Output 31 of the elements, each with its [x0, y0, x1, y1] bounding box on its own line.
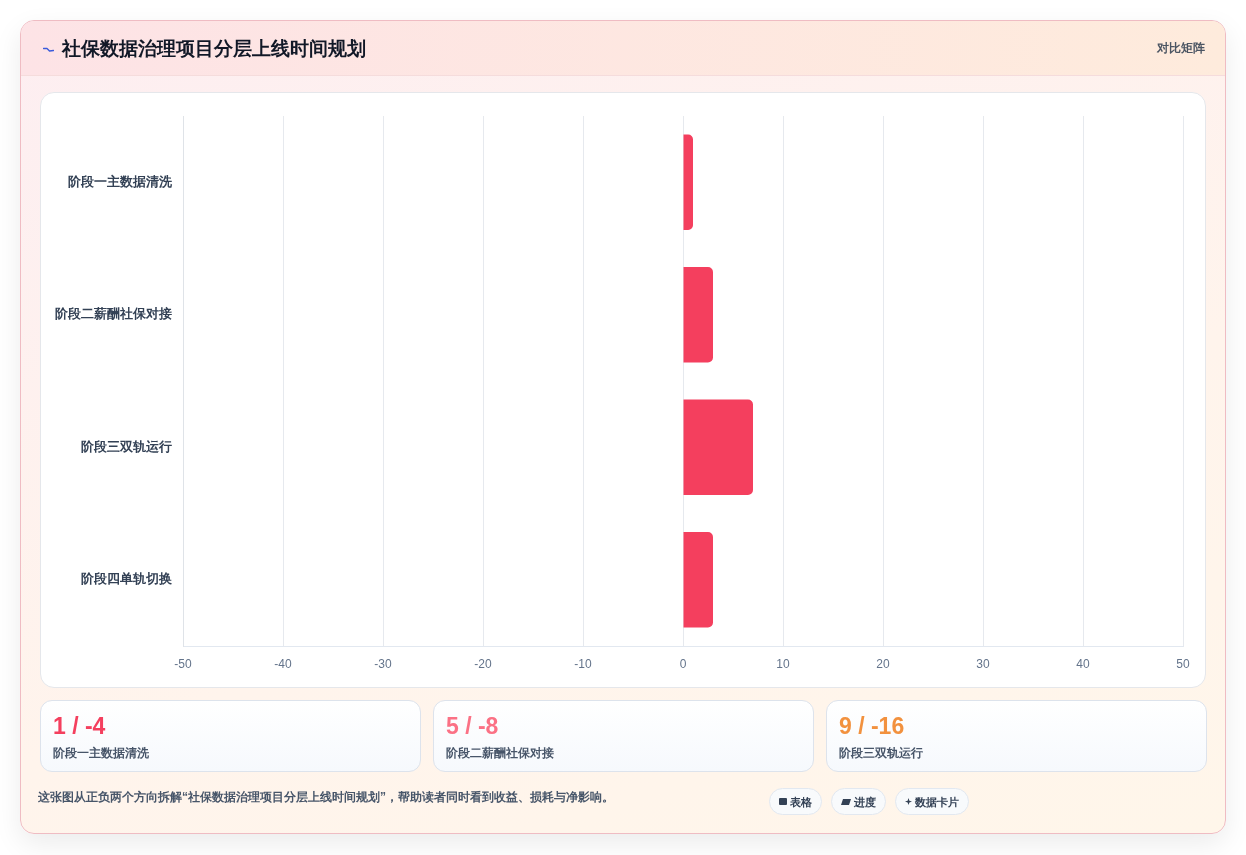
text: 表格: [790, 794, 812, 809]
text: 5 / -8: [446, 713, 499, 739]
y-tick-label: 阶段三双轨运行: [81, 438, 172, 454]
text: 1 / -4: [53, 713, 106, 739]
x-tick-label: 30: [976, 656, 990, 671]
text: 阶段一主数据清洗: [53, 745, 149, 761]
bar: [683, 134, 693, 230]
y-tick-label: 阶段一主数据清洗: [68, 173, 173, 189]
bar: [683, 267, 713, 363]
bar: [683, 532, 713, 628]
x-tick-label: 0: [679, 656, 687, 671]
chart-title: 社保数据治理项目分层上线时间规划: [62, 38, 366, 60]
y-tick-label: 阶段四单轨切换: [81, 571, 172, 587]
text: 进度: [854, 794, 876, 809]
x-tick-label: 40: [1076, 656, 1090, 671]
x-tick-label: 50: [1176, 656, 1190, 671]
x-tick-label: -20: [474, 656, 492, 671]
text: 这张图从正负两个方向拆解“社保数据治理项目分层上线时间规划”，帮助读者同时看到收益、损耗与净影响。: [38, 789, 614, 805]
x-tick-label: -40: [274, 656, 292, 671]
x-tick-label: -50: [174, 656, 192, 671]
text: 阶段三双轨运行: [839, 745, 923, 761]
x-tick-label: -30: [374, 656, 392, 671]
text: 阶段二薪酬社保对接: [446, 745, 554, 761]
text: 数据卡片: [915, 794, 959, 809]
x-tick-label: 10: [776, 656, 790, 671]
bar: [683, 399, 753, 495]
text: 9 / -16: [839, 713, 905, 739]
y-tick-label: 阶段二薪酬社保对接: [55, 306, 172, 322]
x-tick-label: 20: [876, 656, 890, 671]
x-tick-label: -10: [574, 656, 592, 671]
text: 对比矩阵: [1157, 40, 1205, 56]
